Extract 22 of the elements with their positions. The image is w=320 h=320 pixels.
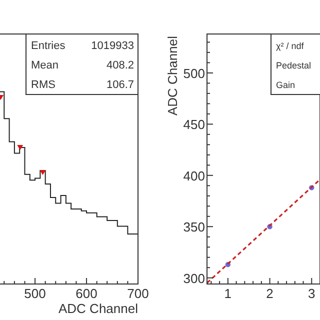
annotation: Gain xyxy=(276,80,296,90)
y-tick-label: 350 xyxy=(183,220,205,235)
y-tick-label: 450 xyxy=(183,117,205,132)
text: Mean xyxy=(31,60,59,72)
annotation: Pedestal xyxy=(276,60,312,70)
y-axis-title: ADC Channel xyxy=(165,36,180,116)
x-tick-label: 500 xyxy=(24,286,46,301)
x-tick-label: 600 xyxy=(76,286,98,301)
x-axis-title: ADC Channel xyxy=(58,301,138,316)
text: 1019933 xyxy=(91,40,134,52)
text: Entries xyxy=(31,40,66,52)
y-tick-label: 400 xyxy=(183,168,205,184)
x-tick-label: 700 xyxy=(127,286,149,301)
y-tick-label: 500 xyxy=(183,66,205,81)
x-tick-label: 1 xyxy=(224,286,232,301)
x-tick-label: 3 xyxy=(308,286,316,301)
annotation: χ² / ndf xyxy=(276,41,304,51)
text: 106.7 xyxy=(106,79,134,91)
text: RMS xyxy=(31,79,56,91)
y-tick-label: 300 xyxy=(183,270,205,286)
x-tick-label: 2 xyxy=(266,286,274,301)
text: 408.2 xyxy=(106,60,134,72)
